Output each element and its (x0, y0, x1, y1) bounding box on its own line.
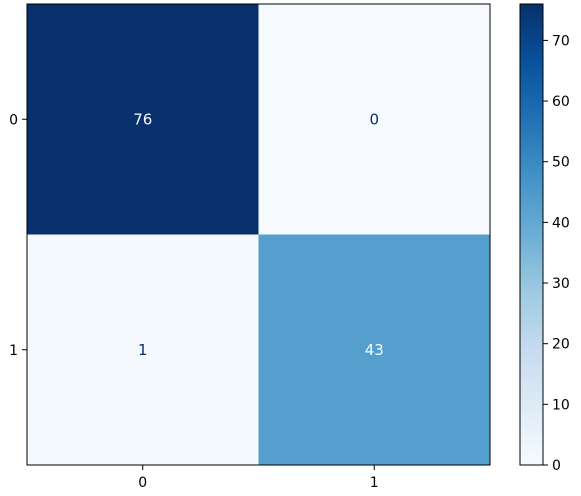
heatmap-cell-r0-c1 (258, 4, 490, 235)
colorbar-tick-label-1: 10 (552, 397, 570, 413)
colorbar-tick-label-3: 30 (552, 276, 570, 292)
colorbar-tick-label-2: 20 (552, 337, 570, 353)
plot-frame (26, 3, 491, 466)
colorbar-tick-label-4: 40 (552, 215, 570, 231)
x-tick-label-1: 1 (370, 475, 379, 491)
heatmap-cell-r1-c0 (27, 234, 259, 465)
y-tick-label-0: 0 (9, 112, 18, 128)
cell-value-label-r0-c1: 0 (369, 110, 379, 128)
cell-value-label-r0-c0: 76 (133, 110, 152, 128)
x-tick-label-0: 0 (138, 475, 147, 491)
colorbar (520, 4, 543, 465)
colorbar-tick-label-5: 50 (552, 155, 570, 171)
y-tick-label-1: 1 (9, 343, 18, 359)
heatmap-cells (27, 4, 490, 465)
colorbar-tick-label-6: 60 (552, 94, 570, 110)
heatmap-cell-labels: 76 0 1 43 (133, 110, 384, 359)
cell-value-label-r1-c1: 43 (365, 341, 384, 359)
heatmap-cell-r1-c1 (258, 234, 490, 465)
colorbar-ticks: 0 10 20 30 40 50 60 70 (543, 33, 570, 474)
colorbar-tick-label-0: 0 (552, 458, 561, 474)
y-axis-ticks: 01 (9, 112, 27, 359)
cell-value-label-r1-c0: 1 (138, 341, 148, 359)
heatmap-cell-r0-c0 (27, 4, 259, 235)
colorbar-tick-label-7: 70 (552, 33, 570, 49)
colorbar-frame (519, 3, 544, 466)
